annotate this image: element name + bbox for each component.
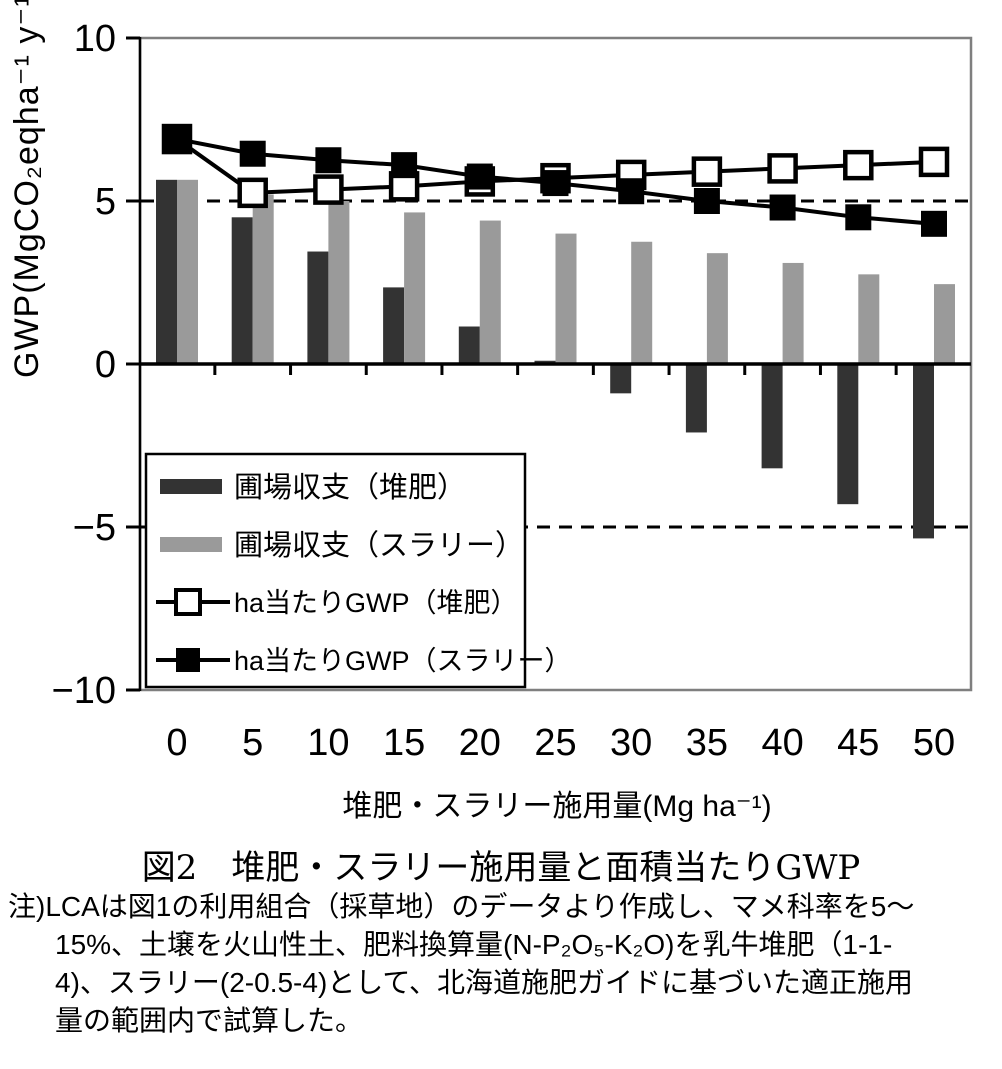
bar-gray xyxy=(631,241,653,364)
open-square-marker xyxy=(237,177,268,209)
filled-square-marker xyxy=(921,210,947,237)
bar-dark xyxy=(458,326,480,364)
open-square-marker xyxy=(313,174,344,205)
bar-dark xyxy=(610,364,632,394)
bar-gray xyxy=(404,212,426,364)
filled-square-marker xyxy=(466,163,493,190)
open-square-marker xyxy=(767,153,798,184)
x-tick-label: 30 xyxy=(610,722,652,764)
bar-gray xyxy=(252,194,274,364)
x-tick-label: 50 xyxy=(913,722,955,764)
legend-open-square-marker xyxy=(174,588,202,616)
bar-dark xyxy=(837,364,859,505)
bar-dark xyxy=(761,364,783,469)
legend-label: 圃場収支（スラリー） xyxy=(234,529,524,562)
bar-dark xyxy=(231,217,253,364)
filled-square-marker xyxy=(845,204,872,231)
x-tick-label: 0 xyxy=(166,722,187,764)
x-tick-label: 10 xyxy=(307,722,349,764)
legend-label: ha当たりGWP（スラリー） xyxy=(234,646,572,676)
filled-square-marker xyxy=(769,194,796,221)
y-tick-label: 0 xyxy=(95,344,116,386)
bar-gray xyxy=(782,262,804,364)
legend-label: ha当たりGWP（堆肥） xyxy=(234,588,518,618)
x-tick-label: 45 xyxy=(837,722,879,764)
filled-square-marker xyxy=(315,147,342,174)
bar-gray xyxy=(934,284,955,364)
x-tick-label: 35 xyxy=(686,722,728,764)
legend-filled-square-marker xyxy=(176,648,200,672)
note-line-3: 4)、スラリー(2-0.5-4)として、北海道施肥ガイドに基づいた適正施用 xyxy=(55,967,914,998)
y-tick-label: −10 xyxy=(52,670,116,712)
filled-square-marker xyxy=(164,126,190,153)
legend-swatch-bar xyxy=(160,537,222,552)
note-line-4: 量の範囲内で試算した。 xyxy=(55,1005,364,1036)
legend-label: 圃場収支（堆肥） xyxy=(234,471,466,504)
figure-note: 注)LCAは図1の利用組合（採草地）のデータより作成し、マメ科率を5～ 15%、… xyxy=(8,888,1000,1040)
open-square-marker xyxy=(918,146,950,178)
figure-caption: 図2 堆肥・スラリー施用量と面積当たりGWP xyxy=(141,848,861,888)
open-square-marker xyxy=(843,149,874,181)
x-tick-label: 25 xyxy=(534,722,576,764)
y-tick-label: −5 xyxy=(73,507,116,549)
bar-gray xyxy=(479,220,501,364)
bar-dark xyxy=(156,179,177,364)
bar-dark xyxy=(383,287,405,364)
bar-dark xyxy=(913,364,934,539)
open-square-marker xyxy=(691,156,723,187)
x-tick-label: 15 xyxy=(383,722,425,764)
x-tick-label: 40 xyxy=(761,722,803,764)
bar-gray xyxy=(328,201,350,364)
note-line-1: 注)LCAは図1の利用組合（採草地）のデータより作成し、マメ科率を5～ xyxy=(8,891,915,922)
x-tick-label: 20 xyxy=(459,722,501,764)
filled-square-marker xyxy=(693,188,720,214)
filled-square-marker xyxy=(239,140,266,167)
bar-gray xyxy=(858,274,880,364)
bar-gray xyxy=(555,233,577,364)
x-axis-title: 堆肥・スラリー施用量(Mg ha⁻¹) xyxy=(342,790,772,823)
filled-square-marker xyxy=(391,152,418,179)
note-line-2: 15%、土壌を火山性土、肥料換算量(N-P₂O₅-K₂O)を乳牛堆肥（1-1- xyxy=(55,929,893,960)
y-tick-label: 5 xyxy=(95,181,116,223)
filled-square-marker xyxy=(542,170,569,197)
bar-gray xyxy=(177,179,198,364)
legend-swatch-bar xyxy=(160,479,222,494)
bar-dark xyxy=(685,364,707,433)
bar-dark xyxy=(307,251,329,364)
y-tick-label: 10 xyxy=(74,18,116,60)
filled-square-marker xyxy=(618,178,645,205)
x-tick-label: 5 xyxy=(242,722,263,764)
bar-gray xyxy=(706,253,728,364)
